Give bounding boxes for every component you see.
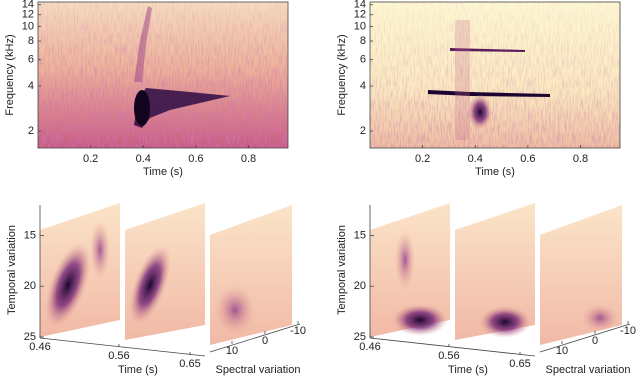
x-axis-label: Time (s) (118, 364, 158, 376)
z-tick-label: 10 (556, 345, 568, 357)
y-tick-label: 25 (354, 331, 366, 343)
x-tick-label: 0.6 (188, 153, 203, 165)
view-art (370, 203, 622, 345)
y-tick-label: 4 (360, 80, 366, 92)
x-tick-label: 0.4 (136, 153, 151, 165)
z-tick-label: 0 (592, 335, 598, 347)
z-axis (209, 323, 301, 353)
x-tick-label: 0.4 (468, 153, 483, 165)
y-tick-label: 2 (28, 125, 34, 137)
y-axis-label: Temporal variation (336, 225, 348, 315)
y-tick-label: 10 (354, 20, 366, 32)
x-tick-label: 0.65 (509, 358, 530, 370)
x-tick-label: 0.8 (241, 153, 256, 165)
z-tick-label: -10 (620, 325, 636, 337)
y-tick-label: 20 (354, 280, 366, 292)
y-tick-label: 6 (360, 54, 366, 66)
spectrogram (38, 2, 288, 148)
x-tick-label: 0.6 (520, 153, 535, 165)
x-axis (39, 337, 206, 357)
y-tick-label: 10 (22, 20, 34, 32)
z-tick-label: -10 (290, 325, 306, 337)
y-tick-label: 12 (354, 9, 366, 21)
views-art (40, 203, 622, 345)
z-axis-label: Spectral variation (546, 364, 631, 376)
y-tick-label: 15 (354, 229, 366, 241)
y-tick-label: 25 (24, 331, 36, 343)
y-tick-label: 14 (22, 0, 34, 11)
axes-frame (37, 1, 289, 149)
x-tick-label: 0.56 (438, 350, 459, 362)
z-tick-label: 0 (262, 335, 268, 347)
y-tick-label: 4 (28, 80, 34, 92)
y-tick-label: 14 (354, 0, 366, 11)
axes-frame (369, 1, 621, 149)
x-tick-label: 0.2 (415, 153, 430, 165)
z-axis-label: Spectral variation (216, 364, 301, 376)
y-tick-label: 6 (28, 54, 34, 66)
x-tick-label: 0.8 (573, 153, 588, 165)
y-axis-label: Temporal variation (6, 225, 18, 315)
y-tick-label: 8 (360, 35, 366, 47)
y-tick-label: 20 (24, 280, 36, 292)
y-tick-label: 15 (24, 229, 36, 241)
x-axis-label: Time (s) (475, 166, 515, 178)
x-tick-label: 0.46 (359, 341, 380, 353)
y-tick-label: 2 (360, 125, 366, 137)
x-axis (369, 337, 536, 357)
x-tick-label: 0.56 (108, 350, 129, 362)
x-axis-label: Time (s) (448, 364, 488, 376)
x-tick-label: 0.65 (179, 358, 200, 370)
z-axis (539, 323, 631, 353)
x-axis-label: Time (s) (143, 166, 183, 178)
view-art (40, 203, 292, 345)
x-tick-label: 0.46 (29, 341, 50, 353)
z-tick-label: 10 (226, 345, 238, 357)
x-tick-label: 0.2 (83, 153, 98, 165)
y-axis-label: Frequency (kHz) (4, 34, 16, 115)
spectrogram (370, 2, 620, 148)
y-tick-label: 12 (22, 9, 34, 21)
y-tick-label: 8 (28, 35, 34, 47)
y-axis-label: Frequency (kHz) (336, 34, 348, 115)
